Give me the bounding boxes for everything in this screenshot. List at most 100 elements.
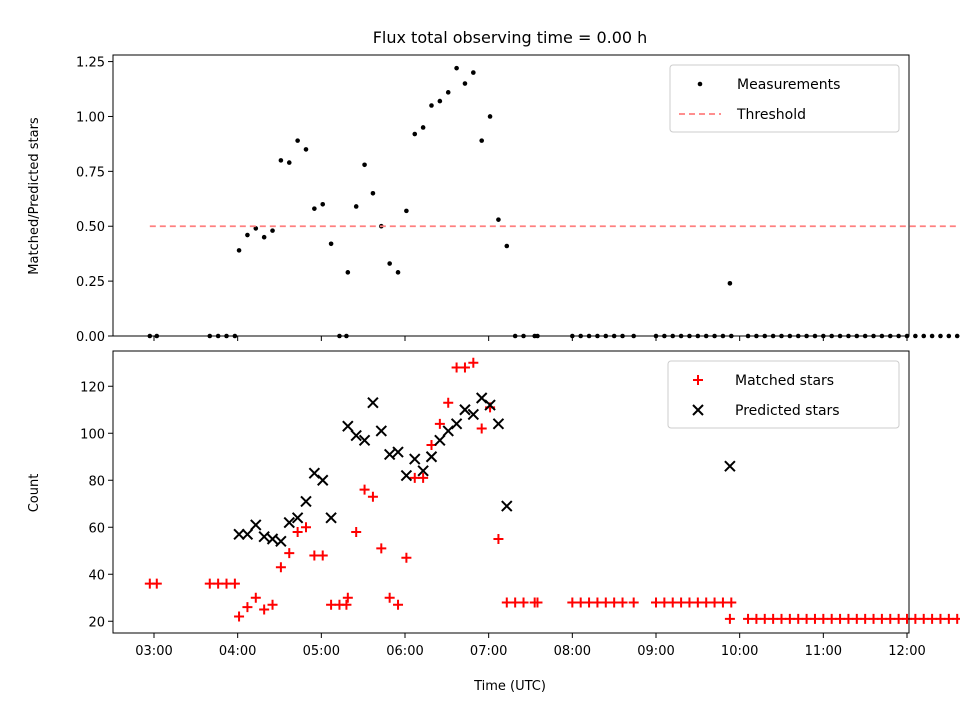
predicted-stars-point (241, 528, 254, 541)
matched-stars-point (927, 613, 938, 624)
matched-stars-point (818, 613, 829, 624)
measurements-point (236, 248, 242, 253)
bottom-axes-frame (112, 350, 910, 634)
matched-stars-point (724, 613, 735, 624)
measurements-legend-label: Measurements (737, 77, 840, 93)
x-tick-label: 04:00 (219, 644, 256, 659)
measurements-point (395, 270, 401, 275)
measurements-point (295, 138, 300, 143)
measurements-legend-marker (697, 81, 703, 87)
matched-stars-point (684, 597, 695, 608)
predicted-stars-point (250, 519, 262, 531)
bottom-y-tick-label: 120 (80, 380, 105, 395)
predicted-stars-point (467, 408, 480, 421)
matched-stars-point (801, 613, 812, 624)
predicted-stars-point (392, 446, 404, 458)
bottom-legend-box (667, 360, 900, 429)
top-y-tick-label: 0.25 (76, 275, 105, 290)
top-legend-box (669, 64, 900, 133)
matched-stars-point (935, 613, 946, 624)
matched-stars-point (309, 550, 320, 561)
matched-stars-point (726, 597, 737, 608)
matched-stars-point (609, 597, 620, 608)
predicted-stars-point (400, 469, 413, 482)
measurements-point (404, 208, 409, 214)
measurements-point (454, 65, 459, 71)
predicted-stars-point (492, 418, 505, 430)
matched-stars-legend-label: Matched stars (735, 373, 834, 389)
x-tick-label: 08:00 (554, 644, 591, 659)
measurements-point (727, 281, 733, 286)
matched-stars-point (692, 597, 703, 608)
measurements-point (479, 138, 484, 143)
matched-stars-point (451, 362, 462, 373)
matched-stars-point (676, 597, 687, 608)
predicted-stars-point (358, 434, 371, 447)
matched-stars-point (459, 362, 470, 373)
bottom-y-tick-label: 20 (88, 615, 105, 630)
measurements-point (270, 228, 275, 233)
measurements-point (245, 232, 250, 238)
measurements-point (954, 333, 960, 339)
measurements-point (303, 147, 309, 152)
matched-stars-point (151, 578, 162, 589)
matched-stars-point (221, 578, 232, 589)
measurements-point (362, 162, 367, 168)
matched-stars-point (213, 578, 224, 589)
x-tick-label: 12:00 (888, 644, 925, 659)
matched-stars-point (317, 550, 328, 561)
measurements-point (328, 241, 334, 247)
matched-stars-point (501, 597, 512, 608)
bottom-y-tick-label: 40 (88, 568, 105, 583)
measurements-point (312, 206, 317, 211)
bottom-y-tick-label: 100 (80, 427, 105, 442)
measurements-point (345, 270, 351, 275)
matched-stars-point (443, 397, 454, 408)
top-y-axis-label: Matched/Predicted stars (27, 117, 42, 275)
matched-stars-point (628, 597, 639, 608)
predicted-stars-point (233, 528, 245, 541)
x-tick-label: 09:00 (637, 644, 674, 659)
matched-stars-point (651, 597, 661, 608)
predicted-stars-point (724, 460, 736, 472)
matched-stars-point (768, 613, 779, 624)
matched-stars-point (910, 613, 921, 624)
matched-stars-point (860, 613, 871, 624)
matched-stars-point (584, 597, 595, 608)
matched-stars-point (918, 613, 929, 624)
top-chart-title: Flux total observing time = 0.00 h (373, 28, 648, 47)
matched-stars-point (300, 522, 311, 533)
matched-stars-point (759, 613, 770, 624)
matched-stars-point (809, 613, 820, 624)
matched-stars-point (242, 602, 253, 613)
matched-stars-point (292, 526, 303, 537)
measurements-point (946, 333, 952, 339)
bottom-plot-area: 20 40 60 80 100 120 03:00 04:00 05:00 06:00 07:00 0… (80, 350, 960, 659)
matched-stars-point (359, 484, 370, 495)
matched-stars-point (341, 599, 352, 610)
predicted-stars-legend-marker (692, 404, 704, 416)
predicted-stars-point (425, 451, 438, 463)
predicted-stars-point (375, 425, 388, 437)
measurements-point (278, 158, 284, 163)
x-tick-label: 05:00 (303, 644, 340, 659)
matched-stars-point (532, 597, 543, 608)
matched-stars-point (384, 592, 395, 603)
matched-stars-point (393, 599, 404, 610)
predicted-stars-point (450, 418, 463, 430)
matched-stars-point (267, 599, 278, 610)
measurements-point (504, 243, 510, 249)
measurements-point (496, 217, 501, 222)
matched-stars-point (409, 472, 420, 483)
bottom-y-axis-label: Count (27, 474, 42, 513)
matched-stars-point (851, 613, 862, 624)
measurements-point (437, 98, 443, 104)
top-y-tick-label: 1.00 (76, 110, 105, 125)
top-y-tick-label: 0.75 (76, 165, 105, 180)
predicted-stars-point (291, 512, 304, 524)
matched-stars-point (326, 599, 337, 610)
measurements-point (420, 125, 426, 130)
matched-stars-point (575, 597, 586, 608)
measurements-point (921, 333, 927, 339)
matched-stars-point (468, 357, 479, 368)
